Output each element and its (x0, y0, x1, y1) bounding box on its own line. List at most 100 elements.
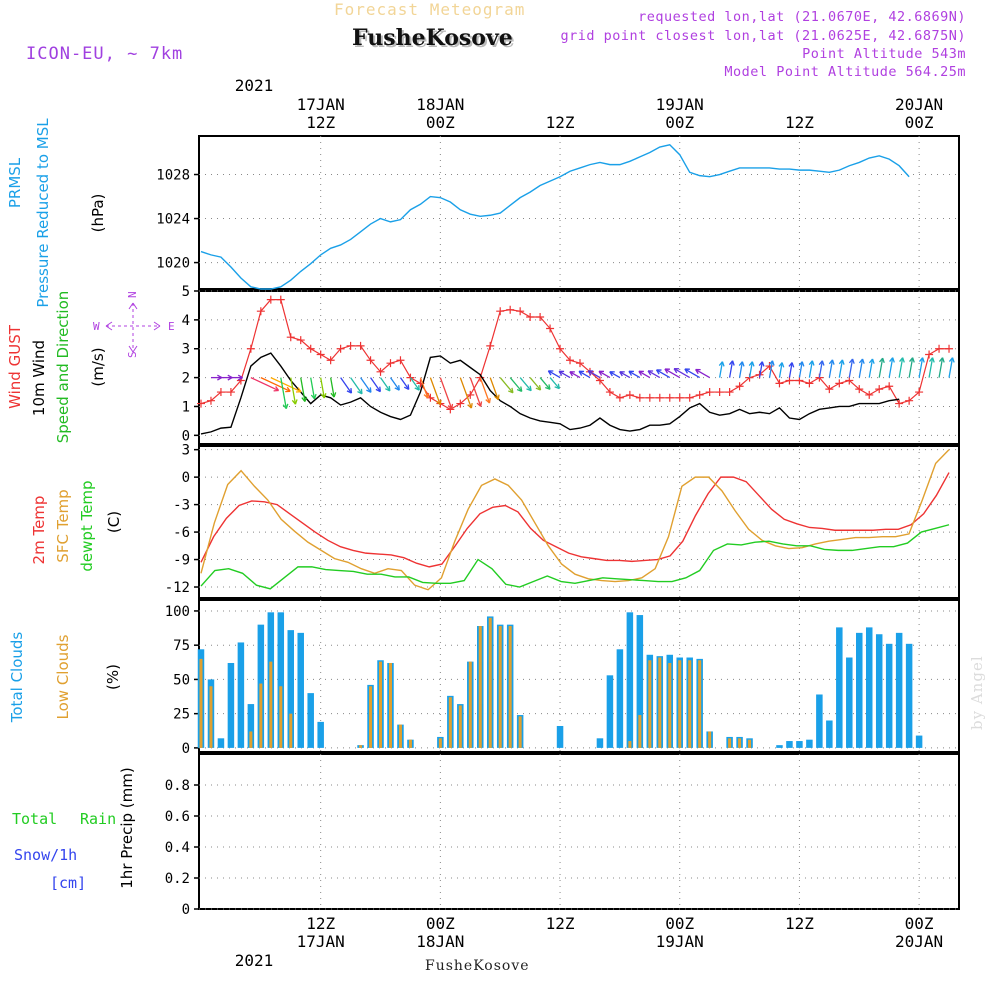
wind-direction-arrow (250, 377, 280, 392)
wind-direction-arrow (778, 362, 785, 378)
model-point-altitude: Model Point Altitude 564.25m (724, 64, 966, 80)
total-cloud-bar (856, 632, 863, 748)
precip-tick-label: 0.2 (165, 871, 190, 887)
low-cloud-bar (658, 657, 662, 748)
total-cloud-bar (606, 675, 614, 748)
wind-direction-arrow (578, 370, 591, 379)
wind-direction-arrow (439, 377, 454, 410)
low-cloud-bar (698, 660, 702, 748)
low-cloud-bar (289, 713, 293, 748)
wind-direction-arrow (748, 361, 755, 378)
wind-direction-arrow (868, 358, 875, 378)
wind-direction-arrow (360, 377, 372, 393)
low-cloud-bar (748, 739, 752, 748)
gust-marker (276, 295, 285, 304)
top-time-label: 12Z (785, 113, 814, 132)
wind-direction-arrow (628, 370, 641, 379)
wind-tick-label: 0 (182, 428, 190, 444)
gust-marker (356, 341, 365, 350)
model-label: ICON-EU, ~ 7km (26, 44, 184, 64)
location-name: FusheKosove (352, 25, 513, 51)
pressure-tick-label: 1028 (156, 168, 190, 184)
gust-marker (865, 390, 874, 399)
low-cloud-bar (688, 660, 692, 748)
wind-direction-arrow (948, 357, 955, 378)
total-cloud-bar (227, 662, 235, 748)
low-cloud-bar (498, 626, 502, 748)
wind-direction-arrow (558, 370, 571, 379)
compass-west: W (93, 320, 100, 333)
low-cloud-bar (518, 716, 522, 748)
wind-direction-arrow (798, 361, 805, 378)
gust-marker (496, 307, 505, 316)
low-cloud-bar (628, 741, 632, 748)
gust-marker (725, 388, 734, 397)
wind-direction-arrow (828, 359, 835, 378)
wind-direction-arrow (587, 370, 601, 379)
dewpoint-line (200, 524, 950, 590)
wind-tick-label: 4 (182, 313, 190, 329)
wind-direction-arrow (928, 357, 935, 378)
wind-direction-arrow (569, 371, 581, 379)
wind-direction-arrow (695, 368, 710, 379)
wind-direction-arrow (758, 361, 765, 378)
pressure-tick-label: 1020 (156, 256, 190, 272)
gust-marker (695, 390, 704, 399)
low-cloud-bar (458, 705, 462, 748)
wind-direction-arrow (938, 357, 945, 378)
total-cloud-bar (776, 745, 783, 748)
low-cloud-bar (488, 617, 492, 748)
gust-marker (615, 393, 624, 402)
clouds-tick-label: 75 (173, 638, 190, 654)
gust-marker (805, 379, 814, 388)
bottom-day-label: 18JAN (416, 932, 464, 951)
temperature-tick-label: 3 (182, 443, 190, 459)
total-cloud-bar (307, 693, 314, 748)
wind-direction-arrow (673, 367, 691, 379)
wind-direction-arrow (509, 377, 523, 392)
gust-marker (595, 376, 604, 385)
wind-direction-arrow (210, 374, 223, 381)
total-cloud-bar (885, 643, 893, 748)
chart-title: Forecast Meteogram (334, 0, 526, 19)
total-cloud-bar (786, 741, 793, 748)
wind-direction-arrow (598, 370, 611, 379)
gust-marker (905, 396, 914, 405)
gust-marker (875, 385, 884, 394)
wind-direction-arrow (290, 377, 298, 405)
wind-direction-arrow (370, 377, 382, 393)
wind-direction-arrow (788, 362, 795, 378)
top-time-label: 00Z (665, 113, 694, 132)
gust-marker (346, 341, 355, 350)
total-cloud-bar (836, 627, 843, 748)
gust-marker (885, 382, 894, 391)
low-cloud-bar (438, 738, 442, 748)
gust-marker (516, 307, 525, 316)
gust-marker (605, 388, 614, 397)
gust-marker (286, 333, 295, 342)
wind-direction-arrow (529, 377, 542, 391)
low-cloud-bar (398, 724, 402, 748)
temp2m-label: 2m Temp (30, 496, 48, 565)
wind-direction-arrow (350, 377, 363, 395)
gust-marker (935, 344, 944, 353)
gust-marker (366, 356, 375, 365)
wind-direction-arrow (230, 374, 243, 381)
total-cloud-bar (816, 694, 823, 748)
total-cloud-bar (616, 649, 624, 748)
gust-marker (256, 307, 265, 316)
gust-marker (735, 382, 744, 391)
bottom-year-label: 2021 (235, 951, 274, 970)
temperature-tick-label: -9 (173, 553, 190, 569)
gust-marker (336, 344, 345, 353)
wind-direction-arrow (918, 357, 925, 378)
wind-direction-arrow (489, 377, 500, 401)
gust-marker (376, 367, 385, 376)
gust-marker (556, 344, 565, 353)
gust-marker (715, 388, 724, 397)
pressure-tick-label: 1024 (156, 212, 190, 228)
clouds-tick-label: 100 (165, 604, 190, 620)
precip-tick-label: 0.6 (165, 809, 190, 825)
wind-direction-arrow (320, 377, 327, 399)
bottom-day-label: 20JAN (895, 932, 943, 951)
